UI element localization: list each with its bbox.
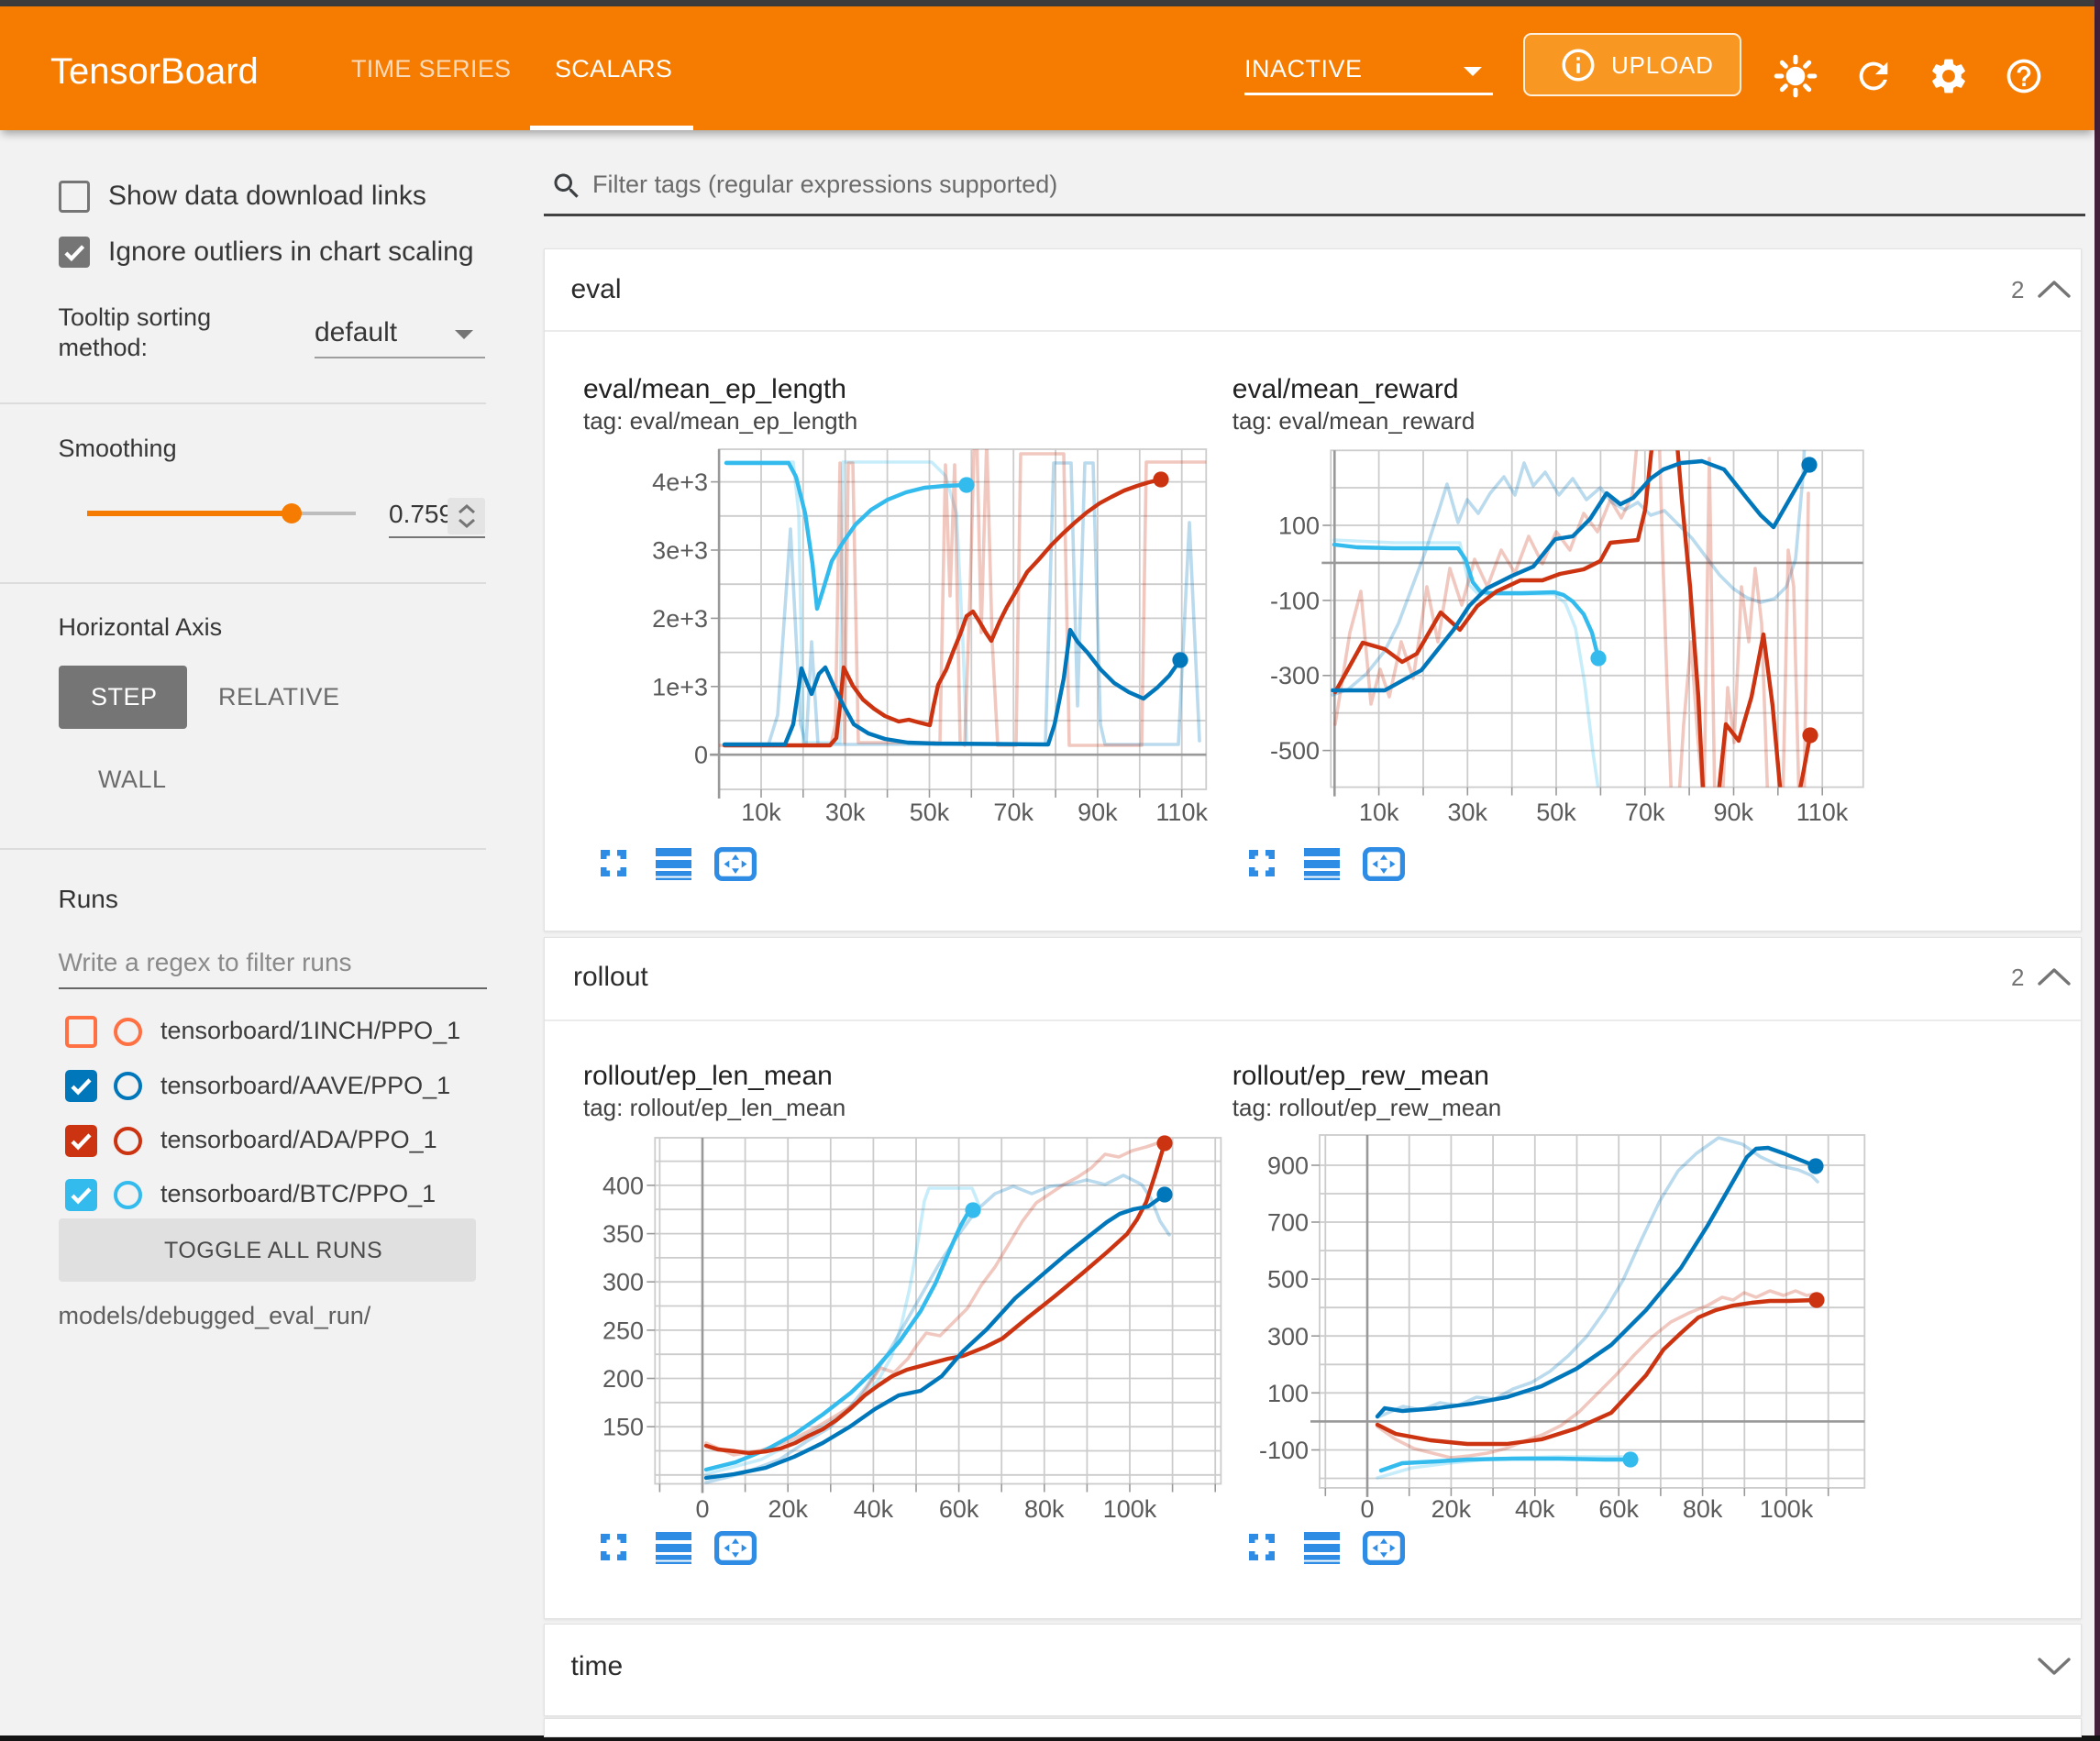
svg-text:80k: 80k: [1683, 1495, 1723, 1523]
svg-text:80k: 80k: [1024, 1495, 1065, 1523]
svg-text:110k: 110k: [1796, 799, 1849, 826]
svg-text:900: 900: [1267, 1152, 1309, 1180]
svg-text:10k: 10k: [741, 799, 781, 826]
svg-text:1e+3: 1e+3: [652, 673, 708, 700]
svg-text:400: 400: [602, 1172, 644, 1199]
svg-text:90k: 90k: [1078, 799, 1118, 826]
svg-text:0: 0: [1360, 1495, 1374, 1523]
svg-text:300: 300: [602, 1269, 644, 1296]
svg-text:100: 100: [1278, 512, 1320, 540]
svg-text:60k: 60k: [939, 1495, 979, 1523]
svg-text:100: 100: [1267, 1380, 1309, 1407]
svg-text:0: 0: [694, 742, 708, 769]
svg-text:110k: 110k: [1155, 799, 1208, 826]
svg-text:3e+3: 3e+3: [652, 537, 708, 565]
svg-text:300: 300: [1267, 1323, 1309, 1350]
svg-text:70k: 70k: [993, 799, 1033, 826]
svg-text:60k: 60k: [1598, 1495, 1639, 1523]
svg-text:2e+3: 2e+3: [652, 605, 708, 633]
svg-text:40k: 40k: [854, 1495, 894, 1523]
svg-text:-100: -100: [1270, 587, 1320, 614]
svg-text:10k: 10k: [1359, 799, 1399, 826]
svg-text:20k: 20k: [768, 1495, 808, 1523]
svg-text:0: 0: [695, 1495, 709, 1523]
svg-text:700: 700: [1267, 1209, 1309, 1237]
svg-text:250: 250: [602, 1317, 644, 1344]
svg-text:100k: 100k: [1760, 1495, 1814, 1523]
svg-text:-300: -300: [1270, 662, 1320, 689]
svg-text:90k: 90k: [1714, 799, 1754, 826]
svg-text:100k: 100k: [1103, 1495, 1157, 1523]
svg-text:30k: 30k: [1448, 799, 1488, 826]
svg-text:350: 350: [602, 1220, 644, 1248]
svg-text:20k: 20k: [1431, 1495, 1472, 1523]
svg-text:-500: -500: [1270, 737, 1320, 765]
svg-text:70k: 70k: [1625, 799, 1665, 826]
svg-text:50k: 50k: [910, 799, 950, 826]
svg-text:200: 200: [602, 1365, 644, 1393]
svg-text:500: 500: [1267, 1266, 1309, 1294]
svg-text:50k: 50k: [1536, 799, 1576, 826]
svg-text:-100: -100: [1259, 1437, 1309, 1464]
svg-text:150: 150: [602, 1414, 644, 1441]
svg-text:40k: 40k: [1515, 1495, 1555, 1523]
svg-text:4e+3: 4e+3: [652, 468, 708, 496]
svg-text:30k: 30k: [825, 799, 866, 826]
